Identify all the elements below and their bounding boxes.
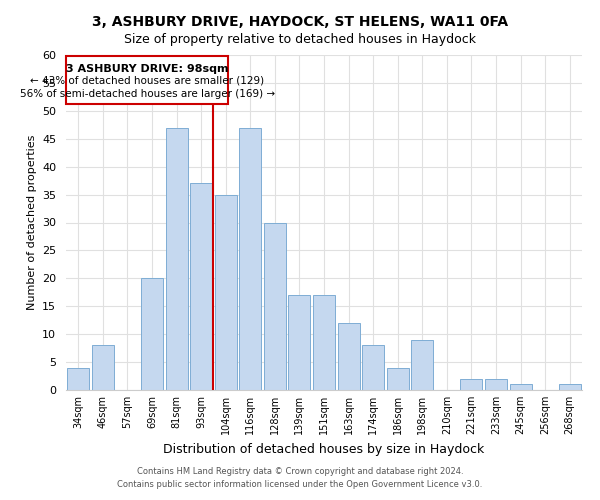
- Text: 3 ASHBURY DRIVE: 98sqm: 3 ASHBURY DRIVE: 98sqm: [66, 64, 229, 74]
- Bar: [509, 384, 532, 390]
- Text: 3, ASHBURY DRIVE, HAYDOCK, ST HELENS, WA11 0FA: 3, ASHBURY DRIVE, HAYDOCK, ST HELENS, WA…: [92, 15, 508, 29]
- X-axis label: Distribution of detached houses by size in Haydock: Distribution of detached houses by size …: [163, 442, 485, 456]
- Y-axis label: Number of detached properties: Number of detached properties: [26, 135, 37, 310]
- Bar: [411, 340, 433, 390]
- Text: 56% of semi-detached houses are larger (169) →: 56% of semi-detached houses are larger (…: [20, 88, 275, 99]
- Bar: [460, 379, 482, 390]
- Bar: [386, 368, 409, 390]
- Bar: [362, 346, 384, 390]
- Bar: [559, 384, 581, 390]
- FancyBboxPatch shape: [66, 56, 228, 104]
- Bar: [166, 128, 188, 390]
- Bar: [485, 379, 507, 390]
- Bar: [215, 194, 237, 390]
- Bar: [289, 295, 310, 390]
- Bar: [190, 184, 212, 390]
- Bar: [338, 323, 359, 390]
- Text: ← 43% of detached houses are smaller (129): ← 43% of detached houses are smaller (12…: [30, 75, 264, 85]
- Bar: [264, 222, 286, 390]
- Bar: [239, 128, 262, 390]
- Text: Contains HM Land Registry data © Crown copyright and database right 2024.
Contai: Contains HM Land Registry data © Crown c…: [118, 468, 482, 489]
- Text: Size of property relative to detached houses in Haydock: Size of property relative to detached ho…: [124, 32, 476, 46]
- Bar: [92, 346, 114, 390]
- Bar: [141, 278, 163, 390]
- Bar: [67, 368, 89, 390]
- Bar: [313, 295, 335, 390]
